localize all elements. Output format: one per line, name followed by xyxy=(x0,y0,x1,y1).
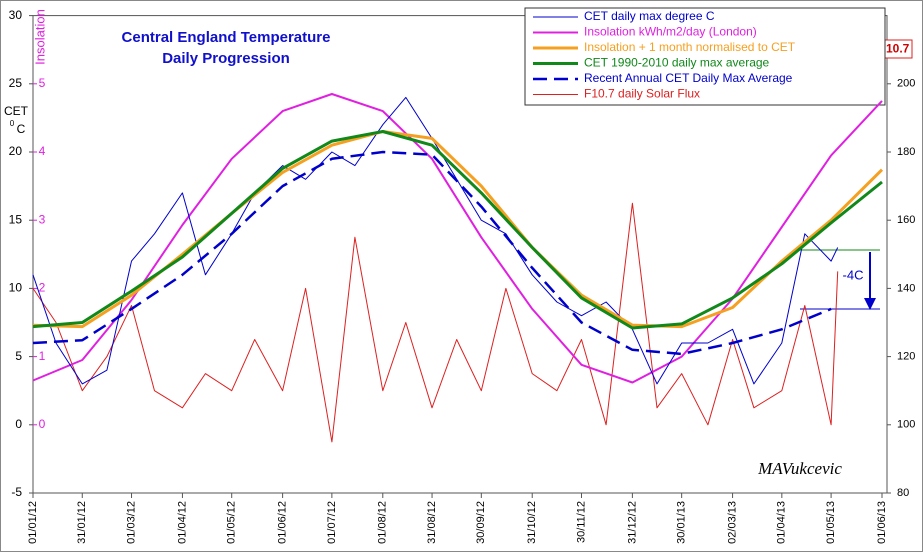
y3-tick-label: 3 xyxy=(39,212,46,226)
legend-box xyxy=(524,7,886,106)
y3-tick-label: 5 xyxy=(39,76,46,90)
series-line xyxy=(32,130,883,330)
legend-label: Recent Annual CET Daily Max Average xyxy=(584,71,793,85)
x-tick-label: 01/06/12 xyxy=(277,501,289,544)
series-line xyxy=(32,93,883,384)
legend-label: F10.7 daily Solar Flux xyxy=(584,87,700,101)
y2-tick-label: 180 xyxy=(897,146,915,158)
y-tick-label: 0 xyxy=(15,417,22,431)
y2-tick-label: 200 xyxy=(897,78,915,90)
series-line xyxy=(32,202,839,443)
x-tick-label: 01/06/13 xyxy=(876,501,888,544)
y2-tick-label: 120 xyxy=(897,351,915,363)
x-tick-label: 30/09/12 xyxy=(475,501,487,544)
y-tick-label: -5 xyxy=(11,485,22,499)
x-tick-label: 01/05/13 xyxy=(825,501,837,544)
y3-tick-label: 2 xyxy=(39,281,46,295)
y-axis-unit: C xyxy=(17,122,26,136)
x-tick-label: 01/04/13 xyxy=(776,501,788,544)
chart-title: Central England Temperature xyxy=(122,29,331,46)
y2-tick-label: 100 xyxy=(897,419,915,431)
chart-subtitle: Daily Progression xyxy=(162,50,290,67)
y-tick-label: 30 xyxy=(9,8,23,22)
x-tick-label: 01/03/12 xyxy=(125,501,137,544)
annotation: -4C xyxy=(843,267,864,282)
x-tick-label: 02/03/13 xyxy=(726,501,738,544)
x-tick-label: 30/01/13 xyxy=(676,501,688,544)
y-tick-label: 10 xyxy=(9,281,23,295)
annotation-arrowhead xyxy=(864,298,876,310)
x-tick-label: 31/01/12 xyxy=(76,501,88,544)
series-line xyxy=(32,150,832,356)
y-tick-label: 15 xyxy=(9,212,23,226)
y2-tick-label: 80 xyxy=(897,487,909,499)
legend-label: Insolation + 1 month normalised to CET xyxy=(584,40,796,54)
y-tick-label: 5 xyxy=(15,349,22,363)
x-tick-label: 01/05/12 xyxy=(226,501,238,544)
y2-axis-label: F10.7 xyxy=(879,42,910,56)
x-tick-label: 31/12/12 xyxy=(626,501,638,544)
y-tick-label: 20 xyxy=(9,144,23,158)
legend-label: CET daily max degree C xyxy=(584,9,715,23)
y3-tick-label: 0 xyxy=(39,417,46,431)
y2-tick-label: 160 xyxy=(897,214,915,226)
x-tick-label: 01/07/12 xyxy=(326,501,338,544)
x-tick-label: 01/01/12 xyxy=(27,501,39,544)
signature: MAVukcevic xyxy=(757,459,842,478)
y2-tick-label: 140 xyxy=(897,282,915,294)
x-tick-label: 01/08/12 xyxy=(377,501,389,544)
y-axis-label: CET xyxy=(4,104,29,118)
y-tick-label: 25 xyxy=(9,76,23,90)
y3-tick-label: 4 xyxy=(39,144,46,158)
legend-label: Insolation kWh/m2/day (London) xyxy=(584,25,757,39)
y3-tick-label: 1 xyxy=(39,349,46,363)
x-tick-label: 30/11/12 xyxy=(575,501,587,543)
y3-axis-label: Insolation xyxy=(32,9,47,65)
x-tick-label: 31/10/12 xyxy=(526,501,538,544)
legend-label: CET 1990-2010 daily max average xyxy=(584,56,770,70)
y-axis-unit-sup: 0 xyxy=(10,119,15,128)
x-tick-label: 31/08/12 xyxy=(426,501,438,544)
x-tick-label: 01/04/12 xyxy=(176,501,188,544)
